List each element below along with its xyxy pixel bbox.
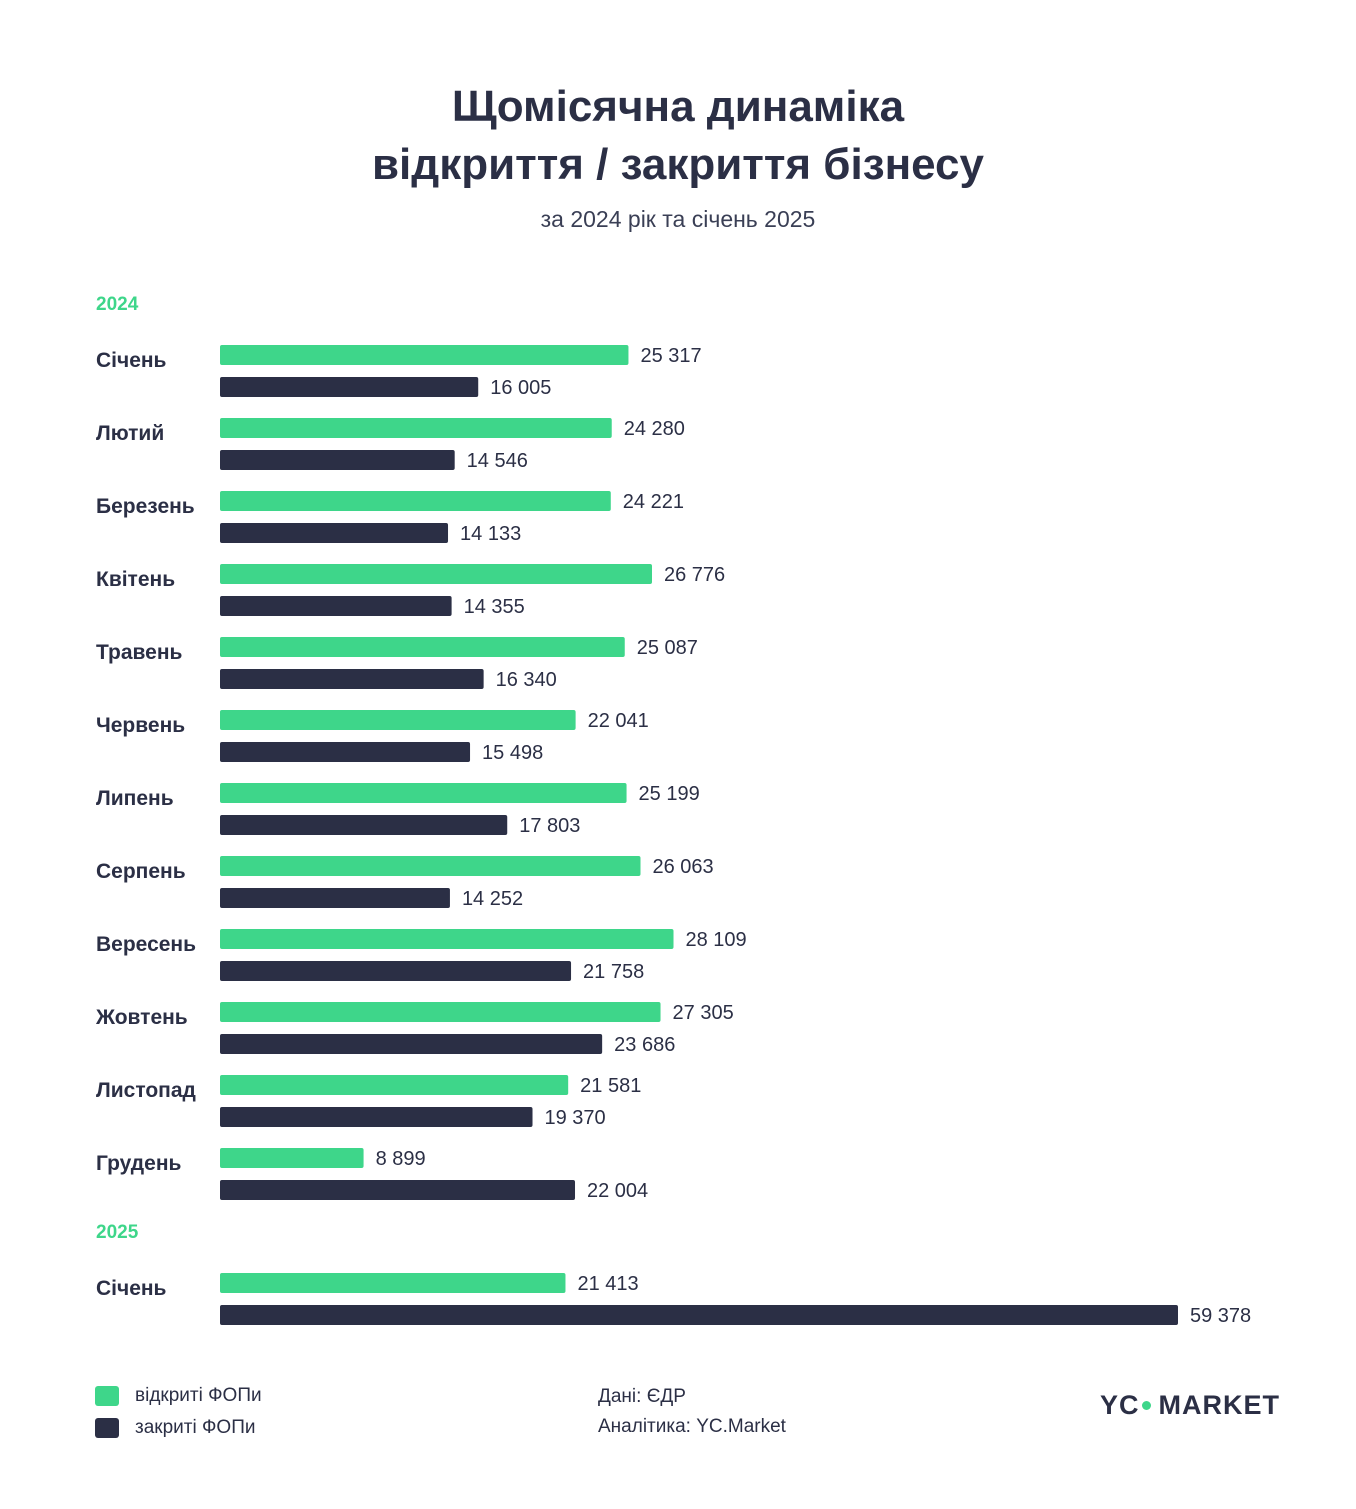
credits-analytics: Аналітика: YC.Market	[598, 1416, 786, 1437]
month-label: Березень	[96, 495, 195, 518]
logo-text-left: YC	[1100, 1390, 1140, 1420]
legend-item-closed: закриті ФОПи	[95, 1412, 262, 1444]
value-label-closed: 14 133	[460, 523, 521, 545]
bar-closed	[220, 669, 484, 689]
bar-opened	[220, 1075, 569, 1095]
legend-item-opened: відкриті ФОПи	[95, 1380, 262, 1412]
bar-opened	[220, 418, 612, 438]
value-label-closed: 14 355	[464, 596, 525, 618]
legend-swatch-closed	[95, 1418, 119, 1438]
value-label-opened: 25 087	[637, 637, 698, 659]
month-label: Червень	[96, 714, 185, 737]
bar-opened	[220, 783, 627, 803]
legend-label-closed: закриті ФОПи	[135, 1417, 256, 1438]
bar-closed	[220, 961, 572, 981]
month-label: Липень	[96, 787, 174, 810]
value-label-closed: 59 378	[1190, 1305, 1251, 1327]
month-label: Серпень	[96, 860, 186, 883]
logo-text-right: MARKET	[1158, 1390, 1281, 1420]
month-label: Січень	[96, 349, 167, 372]
bar-closed	[220, 377, 479, 397]
value-label-closed: 23 686	[614, 1034, 675, 1056]
bar-closed	[220, 888, 450, 908]
bar-closed	[220, 1305, 1178, 1325]
legend-label-opened: відкриті ФОПи	[135, 1385, 262, 1406]
value-label-opened: 28 109	[686, 929, 747, 951]
chart-title-line-2: відкриття / закриття бізнесу	[372, 140, 984, 189]
bar-opened	[220, 637, 625, 657]
year-label-2025: 2025	[96, 1222, 139, 1243]
credits: Дані: ЄДР Аналітика: YC.Market	[598, 1382, 786, 1442]
bar-closed	[220, 523, 449, 543]
bar-closed	[220, 742, 471, 762]
month-label: Листопад	[96, 1079, 196, 1102]
month-label: Лютий	[96, 422, 164, 445]
bar-closed	[220, 1180, 576, 1200]
value-label-closed: 22 004	[587, 1180, 648, 1202]
bar-closed	[220, 450, 455, 470]
bar-closed	[220, 1107, 533, 1127]
legend: відкриті ФОПи закриті ФОПи	[95, 1380, 262, 1444]
chart-title: Щомісячна динаміка відкриття / закриття …	[0, 78, 1356, 194]
value-label-closed: 19 370	[545, 1107, 606, 1129]
yc-market-logo: YC MARKET	[1100, 1390, 1280, 1421]
bar-closed	[220, 596, 452, 616]
value-label-closed: 14 252	[462, 888, 523, 910]
bar-closed	[220, 815, 508, 835]
bar-opened	[220, 564, 653, 584]
month-label: Квітень	[96, 568, 175, 591]
chart-title-line-1: Щомісячна динаміка	[451, 82, 905, 131]
bar-opened	[220, 1273, 566, 1293]
bar-opened	[220, 1148, 364, 1168]
month-label: Травень	[96, 641, 183, 664]
year-label-2024: 2024	[96, 294, 139, 315]
bar-opened	[220, 1002, 661, 1022]
bar-opened	[220, 491, 611, 511]
month-label: Грудень	[96, 1152, 182, 1175]
value-label-opened: 27 305	[673, 1002, 734, 1024]
value-label-closed: 17 803	[519, 815, 580, 837]
bar-opened	[220, 856, 641, 876]
bar-opened	[220, 710, 576, 730]
value-label-opened: 26 063	[652, 856, 713, 878]
chart-subtitle: за 2024 рік та січень 2025	[540, 206, 816, 232]
value-label-opened: 25 317	[640, 345, 701, 367]
value-label-closed: 21 758	[583, 961, 644, 983]
value-label-closed: 14 546	[467, 450, 528, 472]
month-label: Вересень	[96, 933, 196, 956]
value-label-opened: 24 221	[623, 491, 684, 513]
value-label-opened: 26 776	[664, 564, 725, 586]
value-label-opened: 21 413	[577, 1273, 638, 1295]
value-label-opened: 8 899	[376, 1148, 426, 1170]
credits-data-source: Дані: ЄДР	[598, 1386, 686, 1407]
value-label-opened: 21 581	[580, 1075, 641, 1097]
value-label-closed: 16 005	[490, 377, 551, 399]
logo-dot-icon	[1141, 1401, 1151, 1410]
legend-swatch-opened	[95, 1386, 119, 1406]
month-label: Січень	[96, 1277, 167, 1300]
month-label: Жовтень	[95, 1006, 188, 1029]
bar-opened	[220, 929, 674, 949]
bar-opened	[220, 345, 629, 365]
value-label-opened: 22 041	[588, 710, 649, 732]
value-label-opened: 24 280	[624, 418, 685, 440]
value-label-closed: 16 340	[496, 669, 557, 691]
value-label-opened: 25 199	[639, 783, 700, 805]
bar-closed	[220, 1034, 603, 1054]
value-label-closed: 15 498	[482, 742, 543, 764]
bar-chart: 2024 Січень 25 317 16 005 Лютий 24 280 14 546 Б…	[95, 294, 1251, 1327]
